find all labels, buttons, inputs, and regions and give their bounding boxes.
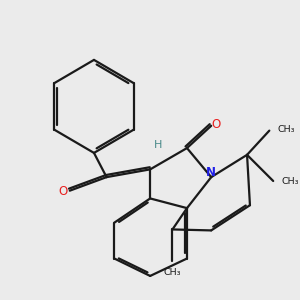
Text: CH₃: CH₃ bbox=[278, 125, 295, 134]
Text: O: O bbox=[59, 185, 68, 198]
Text: N: N bbox=[206, 166, 216, 179]
Text: H: H bbox=[154, 140, 162, 150]
Text: CH₃: CH₃ bbox=[164, 268, 181, 277]
Text: CH₃: CH₃ bbox=[281, 176, 299, 185]
Text: O: O bbox=[212, 118, 221, 130]
